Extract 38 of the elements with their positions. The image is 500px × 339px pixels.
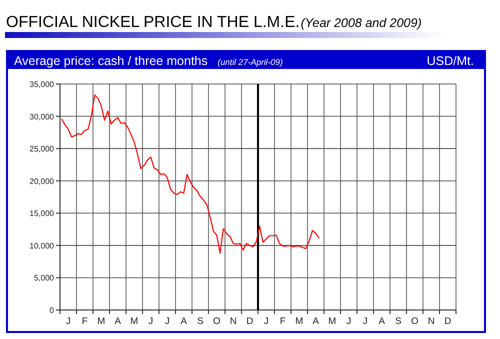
y-tick-label: 20,000 (30, 176, 55, 186)
y-tick-label: 15,000 (30, 209, 55, 218)
text: USD/Mt. (426, 54, 474, 68)
x-tick-label: D (444, 316, 452, 327)
x-tick-label: S (395, 316, 402, 327)
x-tick-label: M (130, 316, 138, 327)
y-tick-label: 30,000 (30, 112, 55, 122)
x-tick-label: M (97, 316, 106, 327)
x-tick-label: A (378, 316, 386, 327)
x-tick-label: O (213, 316, 220, 327)
x-tick-label: M (295, 316, 304, 327)
text: Average price: cash / three months (14, 54, 208, 68)
x-tick-label: M (328, 316, 336, 327)
x-tick-label: A (114, 316, 122, 327)
x-tick-label: F (82, 316, 88, 327)
x-tick-label: J (362, 316, 368, 327)
y-tick-label: 25,000 (30, 144, 55, 154)
x-tick-label: J (148, 316, 154, 327)
y-tick-label: 0 (50, 306, 55, 315)
x-tick-label: J (264, 316, 269, 327)
x-tick-label: J (164, 316, 170, 327)
x-tick-label: J (346, 316, 352, 327)
y-tick-label: 35,000 (30, 80, 55, 89)
x-tick-label: N (428, 316, 435, 327)
x-tick-label: J (66, 316, 71, 327)
y-tick-label: 10,000 (30, 241, 55, 250)
x-tick-label: A (312, 316, 320, 327)
x-tick-label: S (197, 316, 204, 327)
chart-title: OFFICIAL NICKEL PRICE IN THE L.M.E. (6, 14, 300, 31)
x-tick-label: O (411, 316, 418, 327)
line-series (61, 94, 320, 254)
x-tick-label: D (246, 316, 254, 327)
chart-subtitle: (Year 2008 and 2009) (300, 16, 422, 30)
y-tick-label: 5,000 (34, 274, 55, 283)
x-tick-label: N (230, 316, 237, 327)
x-tick-label: F (280, 316, 286, 327)
x-tick-label: A (180, 316, 188, 327)
text: (until 27-April-09) (218, 57, 283, 67)
